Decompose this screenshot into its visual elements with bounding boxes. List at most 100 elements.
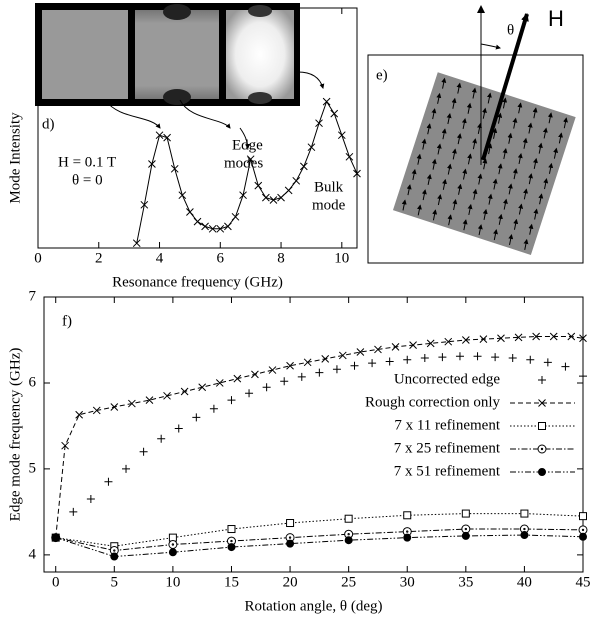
spin-arrow (493, 229, 498, 241)
spin-arrow (512, 168, 518, 180)
spin-arrow (508, 233, 514, 246)
point (277, 193, 285, 202)
callouts (104, 71, 325, 149)
spin-arrow (486, 92, 492, 104)
spin-arrow (502, 198, 508, 210)
point (409, 341, 417, 349)
y-axis-label: Mode Intensity (7, 112, 23, 204)
point (155, 131, 164, 140)
point (520, 531, 529, 540)
legend-label: 7 x 51 refinement (394, 463, 501, 479)
spin-arrow (416, 204, 422, 216)
point (321, 355, 330, 363)
spin-arrow (426, 123, 432, 135)
spin-arrow (441, 77, 447, 89)
spin-arrow (487, 143, 493, 155)
point (461, 531, 470, 540)
point (75, 410, 84, 419)
point (233, 374, 242, 383)
point (403, 511, 412, 520)
point (532, 332, 540, 341)
point (132, 239, 141, 248)
x-tick-label: 5 (111, 574, 119, 590)
spin-arrow (507, 183, 513, 195)
spin-arrow (507, 132, 513, 144)
point (322, 97, 331, 106)
point (286, 519, 295, 528)
point (215, 379, 224, 387)
point (168, 540, 178, 549)
spin-arrow (467, 203, 473, 216)
spin-arrow (416, 153, 422, 165)
spin-arrow (456, 82, 462, 94)
point (579, 532, 587, 541)
spin-arrow (517, 102, 523, 114)
point (508, 354, 517, 363)
point (338, 351, 347, 360)
spin-arrow (492, 178, 498, 190)
point (403, 533, 412, 542)
spin-arrow (421, 189, 427, 201)
point (356, 348, 365, 356)
spin-arrow (451, 148, 457, 160)
plot-frame (43, 296, 584, 573)
point (579, 334, 587, 343)
point (168, 548, 177, 557)
point (109, 546, 119, 556)
spin-arrow (477, 173, 483, 185)
annotation: Bulk (314, 179, 344, 195)
point (332, 365, 341, 374)
spin-arrow (477, 224, 483, 236)
point (262, 383, 271, 392)
point (353, 169, 361, 178)
panel-label: f) (62, 313, 72, 329)
point (345, 152, 354, 161)
point (374, 345, 382, 354)
spin-arrow (452, 198, 458, 211)
legend-marker (538, 399, 546, 407)
spin-arrow (446, 113, 452, 125)
x-tick-label: 15 (224, 574, 239, 590)
legend-marker (538, 422, 546, 430)
point (69, 507, 78, 516)
point (268, 366, 277, 374)
arrow-a (104, 99, 161, 129)
point (251, 370, 259, 379)
point (193, 217, 202, 226)
point (497, 334, 505, 343)
spin-arrows (401, 77, 568, 251)
spin-arrow (543, 178, 549, 190)
point (344, 536, 353, 545)
point (385, 357, 394, 366)
spin-arrow (502, 97, 508, 109)
point (299, 162, 308, 171)
x-tick-label: 6 (217, 250, 225, 266)
point (216, 224, 225, 233)
point (579, 512, 587, 521)
series-line (55, 336, 584, 538)
series-line (55, 528, 584, 552)
point (391, 342, 400, 351)
spin-arrow (472, 138, 478, 150)
spin-arrow (497, 163, 503, 175)
inset-b (135, 10, 219, 99)
point (286, 539, 295, 548)
spin-arrow (518, 203, 524, 215)
panel-label: e) (376, 67, 388, 83)
point (209, 404, 218, 413)
point (186, 208, 194, 216)
legend-label: 7 x 11 refinement (394, 417, 500, 433)
spin-arrow (532, 107, 538, 119)
legend-marker (538, 468, 546, 476)
point (262, 193, 270, 202)
spin-arrow (462, 219, 468, 231)
spin-arrow (432, 209, 438, 221)
panel-label: d) (42, 116, 55, 132)
point (92, 406, 101, 415)
spin-arrow (462, 168, 468, 180)
point (286, 361, 294, 370)
panel-e: e) θ H (367, 5, 584, 264)
spin-arrow (461, 117, 467, 130)
spin-arrow (421, 138, 427, 150)
